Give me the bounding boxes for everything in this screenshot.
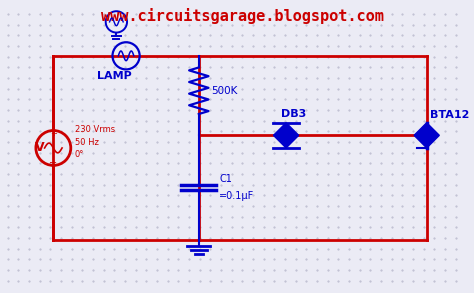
Polygon shape xyxy=(273,123,299,135)
Text: −: − xyxy=(49,158,57,168)
Polygon shape xyxy=(427,123,439,148)
Text: C1: C1 xyxy=(219,174,232,184)
Polygon shape xyxy=(414,123,427,148)
Text: 230 Vrms
50 Hz
0°: 230 Vrms 50 Hz 0° xyxy=(75,125,115,159)
Text: V: V xyxy=(35,142,45,154)
Text: +: + xyxy=(50,129,57,138)
Text: LAMP: LAMP xyxy=(97,71,132,81)
Text: =0.1μF: =0.1μF xyxy=(219,191,255,201)
Text: www.circuitsgarage.blogspot.com: www.circuitsgarage.blogspot.com xyxy=(101,8,384,24)
Polygon shape xyxy=(273,135,299,148)
Text: BTA12: BTA12 xyxy=(429,110,469,120)
Text: DB3: DB3 xyxy=(281,109,307,119)
Text: 500K: 500K xyxy=(211,86,238,96)
